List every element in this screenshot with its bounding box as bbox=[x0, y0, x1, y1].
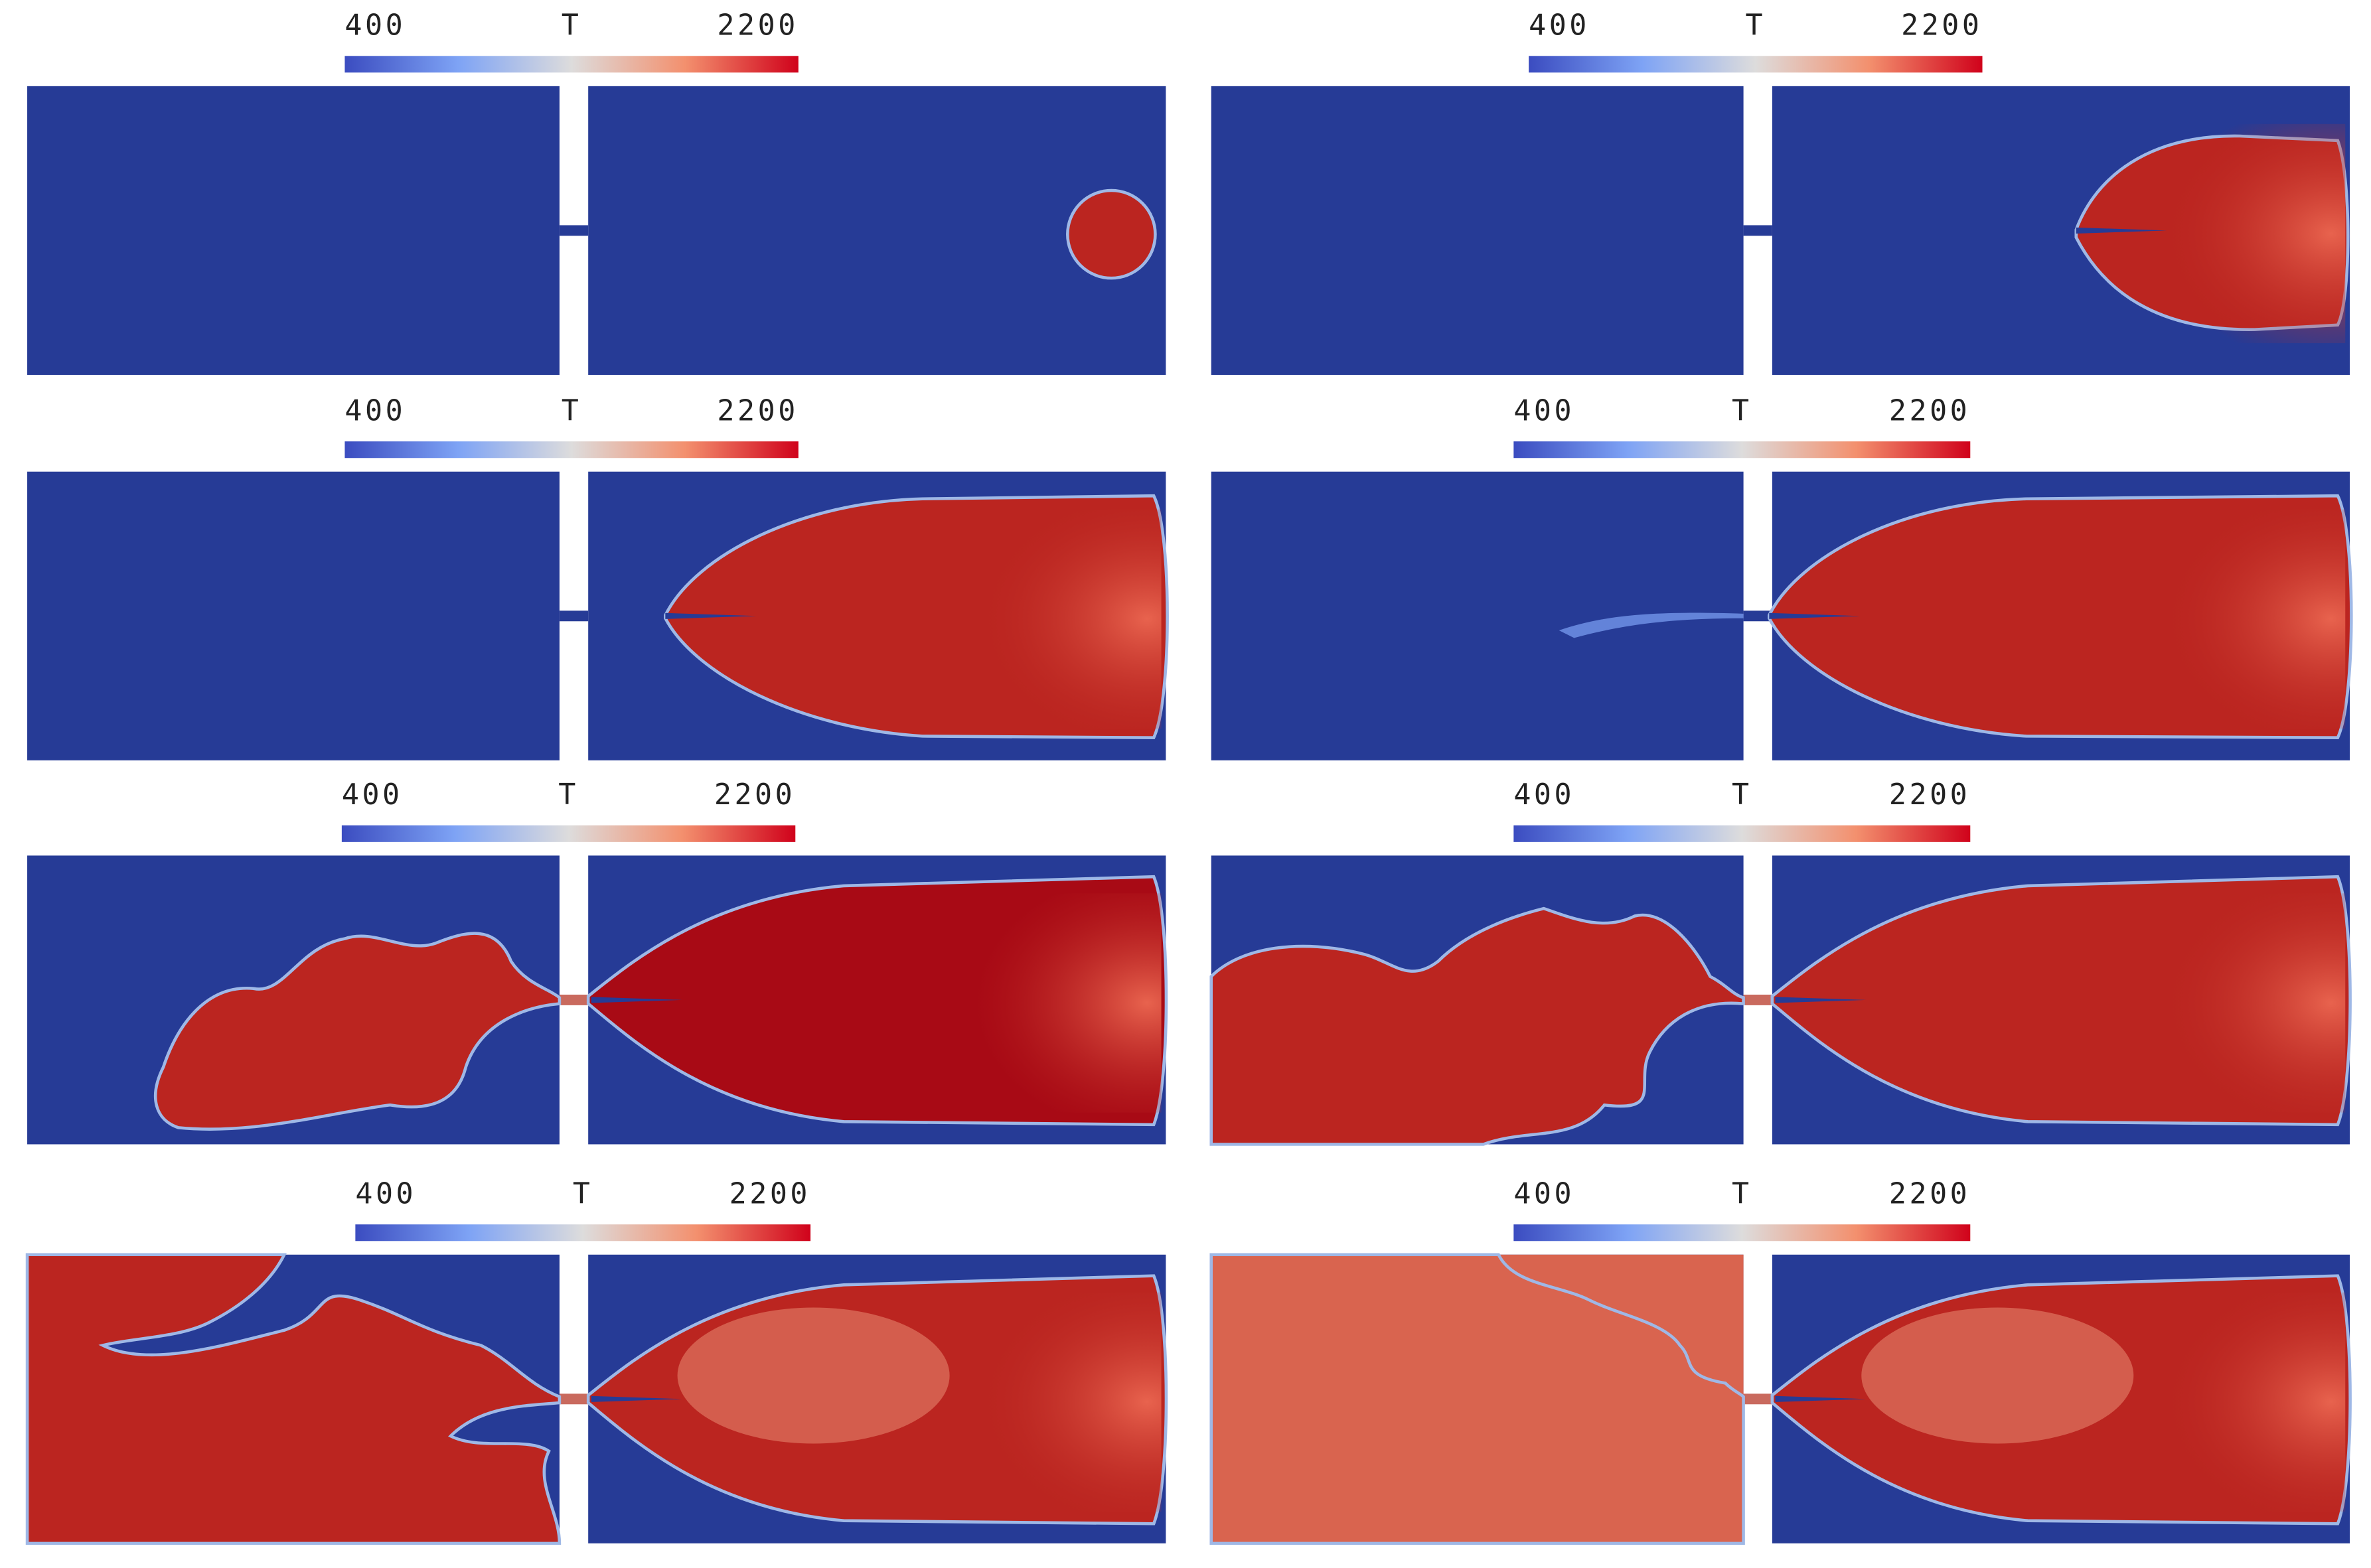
channel bbox=[559, 610, 589, 622]
colorbar bbox=[1529, 56, 1983, 73]
hot-core bbox=[874, 893, 1162, 1113]
panel bbox=[1209, 855, 2352, 1146]
right-flame bbox=[1066, 188, 1157, 280]
colorbar-title: T bbox=[1746, 9, 1766, 42]
left-chamber bbox=[1211, 86, 1744, 375]
colorbar-min: 400 bbox=[1513, 1177, 1574, 1210]
left-flame bbox=[1209, 906, 1745, 1146]
colorbar-min: 400 bbox=[1529, 9, 1590, 42]
colorbar-min: 400 bbox=[344, 394, 406, 427]
flame-notch bbox=[591, 1395, 682, 1402]
flame-notch bbox=[665, 612, 757, 619]
flame-notch bbox=[2076, 227, 2167, 234]
flame-notch bbox=[1775, 1395, 1867, 1402]
panel bbox=[1211, 86, 2350, 375]
colorbar bbox=[355, 1224, 811, 1242]
channel bbox=[1743, 610, 1772, 622]
channel bbox=[1743, 225, 1772, 236]
colorbar-max: 2200 bbox=[717, 9, 798, 42]
colorbar-min: 400 bbox=[355, 1177, 416, 1210]
colorbar-title: T bbox=[562, 394, 582, 427]
panel bbox=[27, 86, 1166, 375]
channel bbox=[1743, 994, 1772, 1005]
panel bbox=[25, 1253, 1168, 1545]
panel bbox=[27, 471, 1169, 760]
colorbar-max: 2200 bbox=[717, 394, 798, 427]
left-flame bbox=[153, 932, 562, 1131]
left-flame bbox=[1209, 1253, 1745, 1545]
panel bbox=[1209, 1253, 2352, 1545]
jet bbox=[1559, 612, 1744, 638]
channel bbox=[1743, 1393, 1772, 1405]
channel bbox=[559, 994, 589, 1005]
colorbar-max: 2200 bbox=[729, 1177, 810, 1210]
colorbar-max: 2200 bbox=[1889, 778, 1970, 812]
colorbar-max: 2200 bbox=[714, 778, 795, 812]
colorbar-title: T bbox=[1732, 1177, 1752, 1210]
colorbar-min: 400 bbox=[342, 778, 403, 812]
panel bbox=[1211, 471, 2353, 760]
colorbar-title: T bbox=[573, 1177, 593, 1210]
flame-notch bbox=[1769, 612, 1861, 619]
flame-notch bbox=[591, 997, 682, 1003]
colorbar bbox=[1513, 1224, 1971, 1242]
colorbar bbox=[341, 825, 796, 842]
flame-notch bbox=[1775, 997, 1867, 1003]
colorbar-min: 400 bbox=[344, 9, 406, 42]
colorbar-min: 400 bbox=[1513, 394, 1574, 427]
hot-core bbox=[874, 509, 1162, 729]
left-chamber bbox=[27, 86, 560, 375]
left-flame bbox=[25, 1253, 562, 1545]
hot-core bbox=[2058, 893, 2346, 1113]
colorbar-max: 2200 bbox=[1889, 394, 1970, 427]
colorbar-title: T bbox=[1732, 778, 1752, 812]
left-chamber bbox=[27, 471, 560, 760]
hot-core bbox=[2058, 509, 2346, 729]
colorbar bbox=[1513, 825, 1971, 842]
colorbar bbox=[344, 56, 799, 73]
colorbar bbox=[344, 441, 799, 459]
colorbar-title: T bbox=[1732, 394, 1752, 427]
eddy bbox=[677, 1307, 950, 1444]
channel bbox=[559, 225, 589, 236]
channel bbox=[559, 1393, 589, 1405]
eddy bbox=[1861, 1307, 2134, 1444]
panel bbox=[27, 855, 1168, 1145]
colorbar-title: T bbox=[562, 9, 582, 42]
colorbar bbox=[1513, 441, 1971, 459]
hot-core bbox=[2058, 123, 2346, 344]
colorbar-min: 400 bbox=[1513, 778, 1574, 812]
colorbar-max: 2200 bbox=[1889, 1177, 1970, 1210]
colorbar-max: 2200 bbox=[1901, 9, 1982, 42]
colorbar-title: T bbox=[558, 778, 579, 812]
